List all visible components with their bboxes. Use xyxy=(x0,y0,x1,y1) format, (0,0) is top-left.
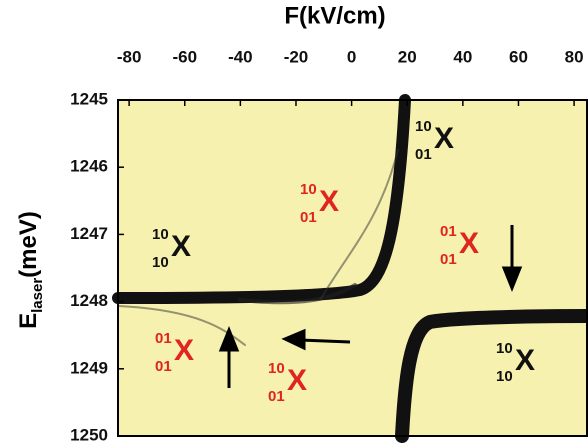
annotation: 01 X01 xyxy=(440,223,479,268)
x-tick-label: -20 xyxy=(284,47,309,66)
y-tick-label: 1247 xyxy=(70,224,108,243)
arrow-head xyxy=(501,266,523,293)
annotation: 10 X01 xyxy=(300,181,339,226)
faint-branch xyxy=(238,283,357,305)
annotation: 10 X01 xyxy=(268,360,307,405)
annotation-sub: 01 xyxy=(300,209,317,226)
annotation-sub: 01 xyxy=(268,388,285,405)
x-tick-label: 40 xyxy=(453,47,472,66)
annotation-main: X xyxy=(434,122,454,155)
y-tick-label: 1246 xyxy=(70,157,108,176)
annotation: 10 X10 xyxy=(152,226,191,271)
x-tick-label: 80 xyxy=(565,47,584,66)
upper-branch xyxy=(112,94,411,304)
annotation-main: X xyxy=(319,185,339,218)
y-title-main: E xyxy=(15,313,42,329)
annotation-sup: 10 xyxy=(152,226,169,243)
x-tick-label: -40 xyxy=(228,47,253,66)
arrow-head xyxy=(281,328,306,351)
annotation-sub: 10 xyxy=(496,368,513,385)
y-tick-label: 1245 xyxy=(70,89,108,108)
x-tick-label: -60 xyxy=(172,47,197,66)
annotation-sup: 10 xyxy=(300,181,317,198)
y-tick-label: 1250 xyxy=(70,425,108,444)
arrow-head xyxy=(218,325,240,352)
x-axis-title: F(kV/cm) xyxy=(284,2,385,29)
spectral-lines xyxy=(112,94,588,443)
annotation-sub: 01 xyxy=(155,358,172,375)
x-tick-label: 20 xyxy=(398,47,417,66)
y-tick-label: 1249 xyxy=(70,358,108,377)
annotation-sup: 10 xyxy=(496,340,513,357)
lower-branch xyxy=(395,309,588,443)
annotation-main: X xyxy=(459,227,479,260)
annotation-main: X xyxy=(515,344,535,377)
faint-branch xyxy=(319,149,399,301)
annotation-sup: 10 xyxy=(268,360,285,377)
annotation-sup: 01 xyxy=(155,330,172,347)
annotation-sup: 10 xyxy=(415,118,432,135)
arrow xyxy=(299,338,351,344)
annotation-main: X xyxy=(287,364,307,397)
annotation-sub: 01 xyxy=(440,251,457,268)
annotation-main: X xyxy=(171,230,191,263)
arrows xyxy=(218,225,523,388)
annotation: 10 X10 xyxy=(496,340,535,385)
x-tick-label: -80 xyxy=(117,47,142,66)
x-tick-label: 0 xyxy=(347,47,356,66)
y-tick-label: 1248 xyxy=(70,291,108,310)
plot-frame xyxy=(117,99,588,437)
annotation-sup: 01 xyxy=(440,223,457,240)
annotation-sub: 10 xyxy=(152,254,169,271)
y-axis-title: Elaser(meV) xyxy=(15,211,46,329)
y-title-unit: (meV) xyxy=(15,211,42,278)
annotation-sub: 01 xyxy=(415,146,432,163)
y-title-sub: laser xyxy=(29,278,46,313)
x-tick-label: 60 xyxy=(509,47,528,66)
faint-branch xyxy=(117,305,246,346)
annotation: 01 X01 xyxy=(155,330,194,375)
annotation: 10 X01 xyxy=(415,118,454,163)
annotation-main: X xyxy=(174,334,194,367)
